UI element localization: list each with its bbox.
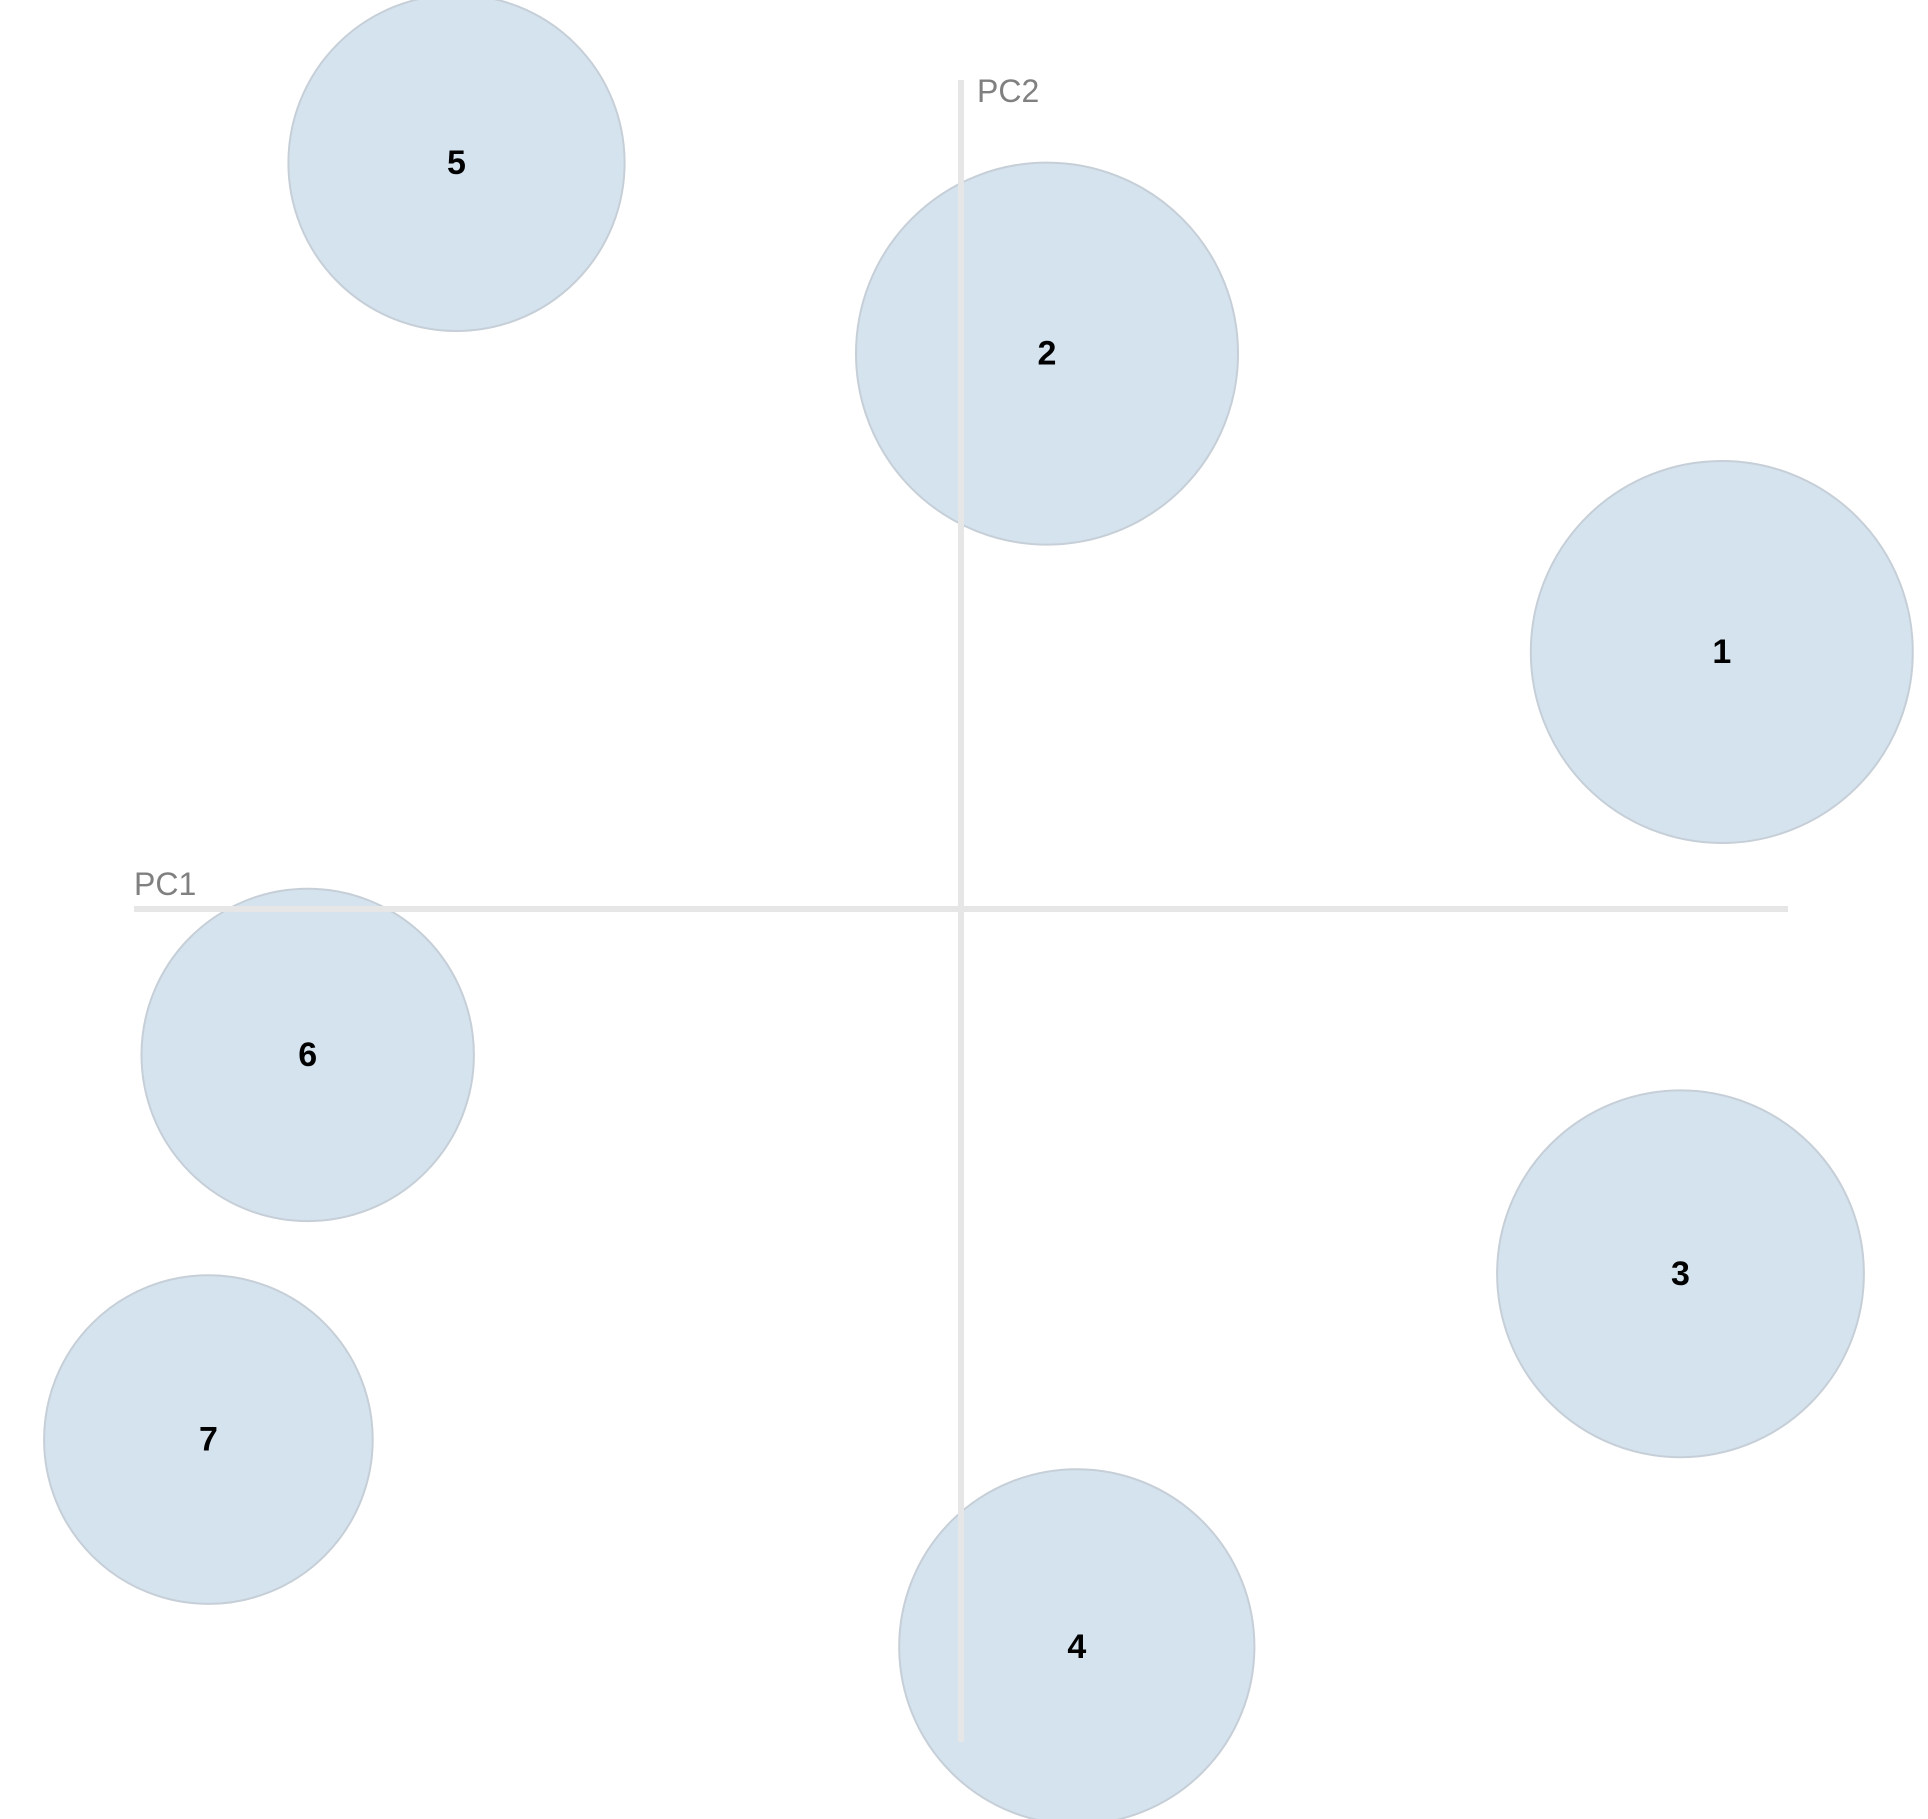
bubble-label-4: 4 [1067, 1628, 1086, 1666]
bubble-label-7: 7 [199, 1421, 218, 1459]
bubble-label-6: 6 [298, 1036, 317, 1074]
bubble-label-2: 2 [1038, 335, 1057, 373]
bubble-label-5: 5 [447, 144, 466, 182]
bubble-1 [1529, 460, 1914, 844]
bubble-label-3: 3 [1671, 1255, 1690, 1293]
bubble-4 [898, 1468, 1256, 1819]
bubble-3 [1496, 1089, 1865, 1459]
pc1-axis-label: PC1 [134, 866, 196, 902]
bubble-7 [43, 1274, 374, 1605]
pc2-axis-label: PC2 [977, 73, 1039, 109]
bubble-2 [855, 161, 1239, 546]
bubble-label-layer: 1 2 3 4 5 6 7 [199, 144, 1731, 1666]
bubble-label-1: 1 [1712, 633, 1731, 671]
bubble-5 [287, 0, 626, 332]
bubble-layer [43, 0, 1914, 1819]
bubble-6 [140, 887, 475, 1223]
